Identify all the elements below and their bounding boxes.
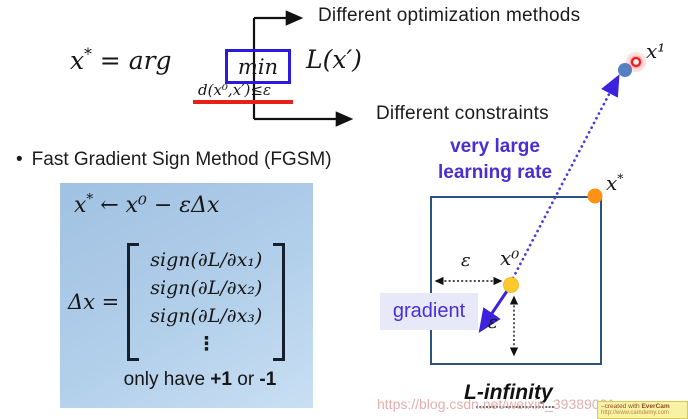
fgsm-heading-text: Fast Gradient Sign Method (FGSM) [31, 149, 332, 170]
fgsm-formula-box: x* ← x⁰ − εΔx Δx = sign(∂L/∂x₁) sign(∂L/… [60, 183, 313, 408]
xstar-x: x [606, 171, 618, 195]
sign-values-note: only have +1 or -1 [100, 369, 300, 391]
x0-point [503, 277, 519, 293]
formula-star-sup: * [84, 45, 92, 64]
xstar-point [587, 188, 603, 204]
constraints-label: Different constraints [376, 103, 549, 124]
xstar-point-label: x* [606, 171, 623, 195]
fgsm-heading: • Fast Gradient Sign Method (FGSM) [16, 149, 332, 171]
sign-matrix: Δx = sign(∂L/∂x₁) sign(∂L/∂x₂) sign(∂L/∂… [68, 243, 286, 361]
formula-eq-arg: = arg [91, 46, 172, 75]
loss-term: L(x′) [306, 45, 362, 74]
argmin-formula-lhs: x* = arg [70, 46, 172, 75]
epsilon-vertical-label: ε [488, 312, 498, 333]
min-operator-box: min [225, 49, 291, 84]
gradient-arrow [478, 290, 509, 333]
update-star-sup: * [86, 191, 94, 208]
matrix-row: sign(∂L/∂x₃) [150, 305, 263, 327]
badge-brand: EverCam [641, 403, 670, 410]
x1-red-ring [630, 56, 642, 68]
matrix-vertical-dots: ⋮ [196, 333, 216, 355]
xstar-star-sup: * [617, 170, 624, 186]
evercam-badge-line1: –created with EverCam [601, 403, 684, 410]
note-minus-one: -1 [259, 369, 277, 390]
learning-rate-annotation: very large learning rate [424, 134, 566, 186]
note-or: or [231, 369, 260, 390]
note-prefix: only have [123, 369, 211, 390]
update-x: x [74, 193, 87, 218]
update-rest: ← x⁰ − εΔx [93, 193, 220, 218]
x1-point [618, 63, 632, 77]
x0-point-label: x⁰ [500, 246, 520, 270]
distance-constraint: d(x⁰,x′)≤ε [196, 81, 274, 104]
fgsm-update-rule: x* ← x⁰ − εΔx [74, 193, 219, 218]
bullet-icon: • [16, 149, 23, 170]
annotation-line1: very large [450, 136, 540, 157]
l-infinity-norm-label: L-infinity [464, 381, 553, 404]
evercam-badge-line2: http://www.camdemy.com [601, 410, 669, 416]
badge-prefix: –created with [601, 403, 642, 410]
learning-rate-jump-dotted-arrow [511, 74, 620, 280]
matrix-row: sign(∂L/∂x₁) [150, 249, 263, 271]
note-plus-one: +1 [210, 369, 232, 390]
matrix-row: sign(∂L/∂x₂) [150, 277, 263, 299]
optimization-methods-label: Different optimization methods [318, 5, 581, 26]
formula-x: x [70, 46, 85, 75]
matrix-rows: sign(∂L/∂x₁) sign(∂L/∂x₂) sign(∂L/∂x₃) ⋮ [147, 246, 265, 358]
matrix-bracket-right [273, 243, 286, 361]
x1-point-label: x¹ [646, 39, 666, 63]
epsilon-horizontal-label: ε [461, 250, 471, 271]
csdn-watermark: https://blog.csdn.net/weixin_39389001 [377, 396, 616, 412]
annotation-line2: learning rate [437, 162, 553, 183]
gradient-label-box: gradient [380, 293, 478, 330]
l-infinity-constraint-square [430, 196, 602, 365]
delta-x-lhs: Δx = [68, 290, 120, 314]
matrix-bracket-left [127, 243, 140, 361]
evercam-badge: –created with EverCam http://www.camdemy… [597, 401, 688, 419]
